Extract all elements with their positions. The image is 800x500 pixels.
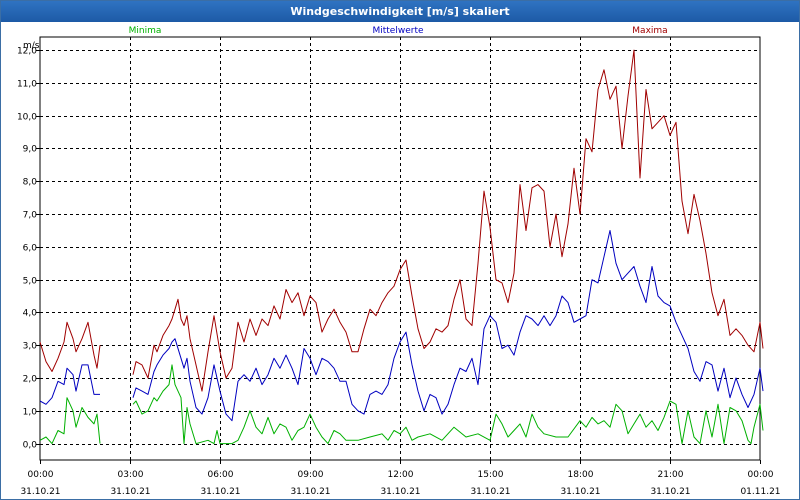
series-line-minima [132,364,764,445]
x-tick-date-label: 31.10.21 [650,487,690,497]
x-axis: 00:00 31.10.21 03:00 31.10.21 06:00 31.10.21 0… [20,460,781,497]
legend-entry-minima: Minima [129,26,162,36]
y-tick-label: 6,0 [23,244,38,254]
y-tick-label: 10,0 [17,113,37,123]
x-tick-time-label: 03:00 [118,470,144,480]
x-tick-time-label: 00:00 [28,470,54,480]
y-tick-label: 2,0 [23,375,38,385]
x-tick-time-label: 15:00 [478,470,504,480]
legend-entry-mittelwerte: Mittelwerte [372,26,423,36]
window-title: Windgeschwindigkeit [m/s] skaliert [1,1,799,22]
x-tick-time-label: 00:00 [748,470,774,480]
x-tick-date-label: 31.10.21 [380,487,420,497]
series-line-minima [39,397,101,445]
y-axis: 0,0 1,0 2,0 3,0 4,0 5,0 6,0 7,0 8,0 9,0 10,0 11,0 12… [17,47,40,451]
y-tick-label: 7,0 [23,211,38,221]
y-tick-label: 9,0 [23,145,38,155]
series-lines [39,49,764,445]
x-tick-date-label: 01.11.21 [740,487,780,497]
y-tick-label: 12,0 [17,47,37,57]
y-tick-label: 8,0 [23,178,38,188]
x-tick-time-label: 06:00 [208,470,234,480]
x-tick-time-label: 18:00 [568,470,594,480]
x-tick-date-label: 31.10.21 [290,487,330,497]
y-tick-label: 1,0 [23,408,38,418]
legend: Minima Mittelwerte Maxima [129,26,668,36]
x-tick-time-label: 09:00 [298,470,324,480]
y-axis-label: m/s [23,41,40,51]
x-tick-date-label: 31.10.21 [110,487,150,497]
y-tick-label: 4,0 [23,309,38,319]
series-line-mittelwerte [132,230,764,422]
x-tick-date-label: 31.10.21 [470,487,510,497]
series-line-maxima [132,49,764,392]
x-tick-time-label: 12:00 [388,470,414,480]
legend-entry-maxima: Maxima [632,26,667,36]
x-tick-date-label: 31.10.21 [560,487,600,497]
series-line-maxima [39,321,101,372]
grid-lines [40,37,760,460]
series-line-mittelwerte [39,364,100,405]
y-tick-label: 3,0 [23,342,38,352]
x-tick-date-label: 31.10.21 [200,487,240,497]
y-tick-label: 11,0 [17,80,37,90]
y-tick-label: 5,0 [23,277,38,287]
x-tick-time-label: 21:00 [658,470,684,480]
x-tick-date-label: 31.10.21 [20,487,60,497]
y-tick-label: 0,0 [23,441,38,451]
